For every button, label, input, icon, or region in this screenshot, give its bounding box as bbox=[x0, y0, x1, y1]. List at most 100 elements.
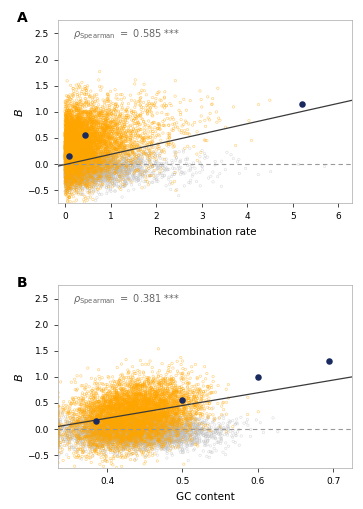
Point bbox=[171, 417, 176, 426]
Point bbox=[72, 160, 78, 168]
Point bbox=[124, 420, 130, 429]
Point bbox=[94, 175, 100, 183]
Point bbox=[170, 388, 176, 397]
Point bbox=[163, 431, 169, 439]
Point bbox=[89, 414, 95, 422]
Point bbox=[152, 423, 158, 431]
Point bbox=[74, 140, 80, 148]
Point bbox=[122, 177, 127, 185]
Point bbox=[101, 147, 106, 155]
Point bbox=[64, 151, 70, 159]
Point bbox=[107, 415, 113, 423]
Point bbox=[267, 96, 273, 104]
Point bbox=[64, 144, 70, 152]
Point bbox=[72, 153, 77, 161]
Point bbox=[90, 136, 95, 145]
Point bbox=[106, 141, 111, 149]
Point bbox=[121, 428, 126, 436]
Point bbox=[89, 155, 95, 163]
Point bbox=[117, 422, 123, 430]
Point bbox=[68, 169, 74, 177]
Point bbox=[93, 172, 98, 180]
Point bbox=[65, 154, 71, 162]
Point bbox=[164, 428, 170, 436]
Point bbox=[84, 143, 90, 151]
Point bbox=[183, 422, 188, 431]
Point bbox=[171, 124, 176, 132]
Point bbox=[146, 430, 151, 438]
Point bbox=[76, 410, 82, 418]
Point bbox=[63, 164, 69, 172]
Point bbox=[85, 159, 91, 167]
Point bbox=[97, 405, 103, 413]
Point bbox=[98, 132, 103, 140]
Point bbox=[157, 159, 163, 167]
Point bbox=[65, 158, 70, 166]
Point bbox=[225, 394, 231, 402]
Point bbox=[167, 380, 173, 388]
Point bbox=[135, 154, 141, 162]
Point bbox=[138, 388, 144, 397]
Point bbox=[72, 166, 78, 174]
Point bbox=[94, 426, 100, 434]
Point bbox=[126, 122, 132, 130]
Point bbox=[120, 400, 126, 408]
Point bbox=[74, 144, 80, 152]
Point bbox=[63, 149, 69, 157]
Point bbox=[63, 154, 69, 162]
Point bbox=[114, 378, 120, 386]
Point bbox=[63, 186, 69, 194]
Point bbox=[99, 151, 105, 159]
Point bbox=[65, 174, 71, 182]
Point bbox=[65, 136, 70, 145]
Point bbox=[85, 126, 91, 134]
Point bbox=[99, 167, 105, 175]
Point bbox=[117, 380, 123, 388]
Point bbox=[149, 119, 155, 127]
Point bbox=[73, 162, 78, 171]
Point bbox=[110, 443, 116, 451]
Point bbox=[158, 398, 163, 406]
Point bbox=[69, 126, 75, 134]
Point bbox=[147, 380, 153, 388]
Point bbox=[85, 165, 90, 173]
Point bbox=[64, 156, 70, 164]
Point bbox=[114, 134, 119, 142]
Point bbox=[85, 146, 91, 154]
Point bbox=[86, 181, 92, 189]
Point bbox=[102, 159, 108, 167]
Point bbox=[127, 392, 133, 401]
Point bbox=[109, 404, 114, 412]
Point bbox=[128, 400, 134, 408]
Point bbox=[175, 432, 181, 440]
Point bbox=[144, 428, 150, 436]
Point bbox=[86, 138, 92, 146]
Point bbox=[118, 420, 124, 429]
Point bbox=[75, 171, 81, 179]
Point bbox=[114, 430, 119, 438]
Point bbox=[129, 404, 134, 412]
Point bbox=[67, 183, 73, 191]
Point bbox=[174, 409, 180, 417]
Point bbox=[136, 399, 142, 407]
Point bbox=[64, 117, 70, 125]
Point bbox=[114, 423, 120, 431]
Point bbox=[103, 165, 109, 174]
Point bbox=[74, 154, 80, 162]
Point bbox=[73, 143, 78, 151]
Point bbox=[125, 435, 130, 443]
Point bbox=[100, 408, 106, 416]
Point bbox=[121, 427, 127, 435]
Point bbox=[123, 428, 129, 436]
Point bbox=[78, 178, 84, 186]
Point bbox=[55, 442, 61, 450]
Point bbox=[127, 416, 133, 424]
Point bbox=[78, 136, 84, 145]
Point bbox=[156, 418, 162, 426]
Point bbox=[88, 166, 94, 174]
Point bbox=[64, 156, 70, 164]
Point bbox=[131, 415, 137, 423]
Point bbox=[72, 159, 78, 167]
Point bbox=[69, 126, 75, 134]
Point bbox=[100, 137, 106, 146]
